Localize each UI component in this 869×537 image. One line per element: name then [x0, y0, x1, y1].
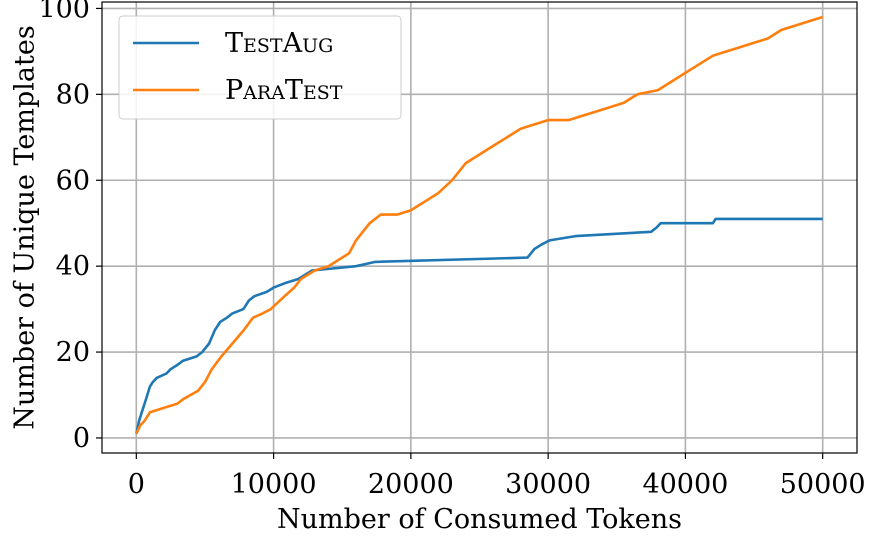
legend-label-testaug: TestAug [225, 28, 333, 59]
y-axis-label: Number of Unique Templates [9, 25, 40, 429]
y-tick-label: 100 [38, 0, 90, 24]
legend-label-paratest: ParaTest [225, 75, 343, 106]
x-tick-label: 0 [128, 469, 145, 500]
x-tick-label: 50000 [780, 469, 866, 500]
y-tick-label: 40 [56, 251, 90, 282]
series-line-paratest [135, 15, 824, 435]
y-tick-label: 0 [73, 423, 90, 454]
plot-frame [101, 1, 858, 454]
x-axis-label: Number of Consumed Tokens [277, 504, 682, 535]
y-tick-label: 60 [56, 165, 90, 196]
x-tick-label: 40000 [642, 469, 728, 500]
axis-ticks: 0 10000 20000 30000 40000 50000 0 20 40 60 80 100 [38, 0, 865, 500]
series-lines [135, 15, 824, 435]
grid-lines [102, 2, 857, 453]
series-line-testaug [135, 217, 823, 434]
y-tick-label: 20 [56, 337, 90, 368]
y-tick-label: 80 [56, 79, 90, 110]
x-tick-label: 10000 [231, 469, 317, 500]
legend: TestAug ParaTest [118, 15, 402, 120]
x-tick-label: 20000 [368, 469, 454, 500]
x-tick-label: 30000 [505, 469, 591, 500]
